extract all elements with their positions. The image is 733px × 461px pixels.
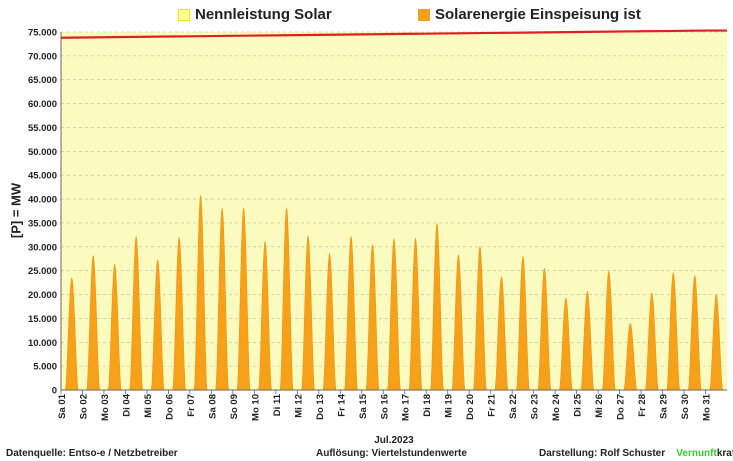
legend-item-feed-in: Solarenergie Einspeisung ist <box>418 6 641 23</box>
footer-data-source: Datenquelle: Entso-e / Netzbetreiber <box>6 448 178 459</box>
x-tick-label: Do 13 <box>315 394 326 420</box>
day-area <box>559 297 573 391</box>
day-area <box>688 274 702 391</box>
x-tick-label: Sa 08 <box>207 394 218 419</box>
x-tick-label: Sa 22 <box>508 394 519 419</box>
capacity-line <box>60 29 727 39</box>
x-tick-label: Sa 01 <box>57 393 68 419</box>
x-tick-label: Do 20 <box>465 394 476 420</box>
solar-area-series <box>65 195 723 391</box>
day-area <box>365 243 380 391</box>
y-tick-label: 35.000 <box>28 218 57 229</box>
day-area <box>193 195 208 391</box>
footer-author: Darstellung: Rolf Schuster <box>539 448 666 459</box>
y-tick-label: 20.000 <box>28 290 57 301</box>
y-tick-label: 30.000 <box>28 242 57 253</box>
x-tick-label: So 16 <box>379 394 390 419</box>
x-tick-label: Mo 31 <box>702 393 713 421</box>
x-tick-label: Di 11 <box>272 393 283 416</box>
day-area <box>537 267 552 391</box>
y-tick-label: 60.000 <box>28 99 57 110</box>
day-area <box>129 236 143 391</box>
y-tick-label: 10.000 <box>28 338 57 349</box>
x-tick-label: Sa 29 <box>659 394 670 419</box>
x-tick-label: So 02 <box>78 394 89 419</box>
brand-kraft: kraft <box>716 448 733 459</box>
day-area <box>430 223 444 391</box>
day-area <box>451 254 466 391</box>
day-area <box>151 258 165 391</box>
y-tick-label: 55.000 <box>28 123 57 134</box>
x-tick-label: Mo 17 <box>401 394 412 421</box>
day-area <box>645 292 659 391</box>
day-area <box>516 255 530 391</box>
x-tick-label: Di 04 <box>121 393 132 416</box>
day-area <box>387 237 401 391</box>
y-tick-label: 25.000 <box>28 266 57 277</box>
x-tick-label: Mi 19 <box>444 394 455 418</box>
x-tick-label: Fr 28 <box>637 394 648 417</box>
day-area <box>172 236 186 391</box>
legend-label-feed-in: Solarenergie Einspeisung ist <box>435 6 641 23</box>
day-area <box>215 208 229 391</box>
legend-label-capacity: Nennleistung Solar <box>195 6 332 23</box>
legend-swatch-feed-in <box>418 8 430 21</box>
day-area <box>258 240 272 391</box>
x-tick-label: Mo 03 <box>100 394 111 421</box>
day-area <box>279 207 294 391</box>
y-tick-label: 65.000 <box>28 75 57 86</box>
legend-item-capacity: Nennleistung Solar <box>178 6 332 23</box>
x-axis-ticks: Sa 01 So 02 Mo 03 Di 04 Mi 05 Do 06 Fr 07 Sa 08… <box>57 390 713 421</box>
day-area <box>86 254 100 391</box>
x-tick-label: Di 25 <box>573 393 584 416</box>
footer-resolution: Auflösung: Viertelstundenwerte <box>316 448 467 459</box>
day-area <box>65 277 79 391</box>
y-tick-label: 5.000 <box>33 362 57 373</box>
day-area <box>623 322 638 391</box>
x-tick-label: Fr 21 <box>487 393 498 416</box>
x-tick-label: Sa 15 <box>358 393 369 419</box>
y-tick-label: 50.000 <box>28 147 57 158</box>
x-tick-label: Mi 26 <box>594 394 605 418</box>
day-area <box>301 235 315 391</box>
x-tick-label: So 09 <box>229 394 240 419</box>
y-tick-label: 40.000 <box>28 195 57 206</box>
day-area <box>602 270 616 391</box>
day-area <box>108 263 122 391</box>
day-area <box>494 275 509 391</box>
brand-vernunft: Vernunft <box>676 448 717 459</box>
x-axis-title: Jul.2023 <box>374 435 414 446</box>
x-tick-label: So 23 <box>530 394 541 419</box>
footer-credit: Darstellung: Rolf Schuster Vernunftkraft <box>539 448 733 459</box>
day-area <box>666 271 680 391</box>
x-tick-label: Do 06 <box>164 394 175 420</box>
y-tick-label: 15.000 <box>28 314 57 325</box>
x-tick-label: Mo 24 <box>551 393 562 421</box>
x-tick-label: Di 18 <box>422 394 433 417</box>
x-tick-label: Fr 07 <box>186 394 197 417</box>
x-tick-label: Do 27 <box>616 394 627 420</box>
legend-swatch-capacity <box>178 8 190 21</box>
x-tick-label: Fr 14 <box>336 393 347 416</box>
x-tick-label: Mo 10 <box>250 394 261 421</box>
y-tick-label: 45.000 <box>28 171 57 182</box>
day-area <box>473 245 487 391</box>
y-tick-label: 0 <box>52 386 57 397</box>
day-area <box>580 290 595 391</box>
capacity-line-series <box>60 29 727 39</box>
y-axis-title: [P] = MW <box>8 182 24 239</box>
day-area <box>322 252 337 391</box>
y-axis-ticks: 0 5.000 10.000 15.000 20.000 25.000 30.000 35.0… <box>28 28 57 397</box>
grid-lines <box>61 31 727 367</box>
day-area <box>344 236 358 391</box>
day-area <box>408 237 423 391</box>
day-area <box>709 294 723 391</box>
day-area <box>236 207 251 391</box>
x-tick-label: Mi 05 <box>143 393 154 417</box>
y-tick-label: 70.000 <box>28 51 57 62</box>
x-tick-label: So 30 <box>680 394 691 419</box>
x-tick-label: Mi 12 <box>293 394 304 418</box>
y-tick-label: 75.000 <box>28 28 57 39</box>
